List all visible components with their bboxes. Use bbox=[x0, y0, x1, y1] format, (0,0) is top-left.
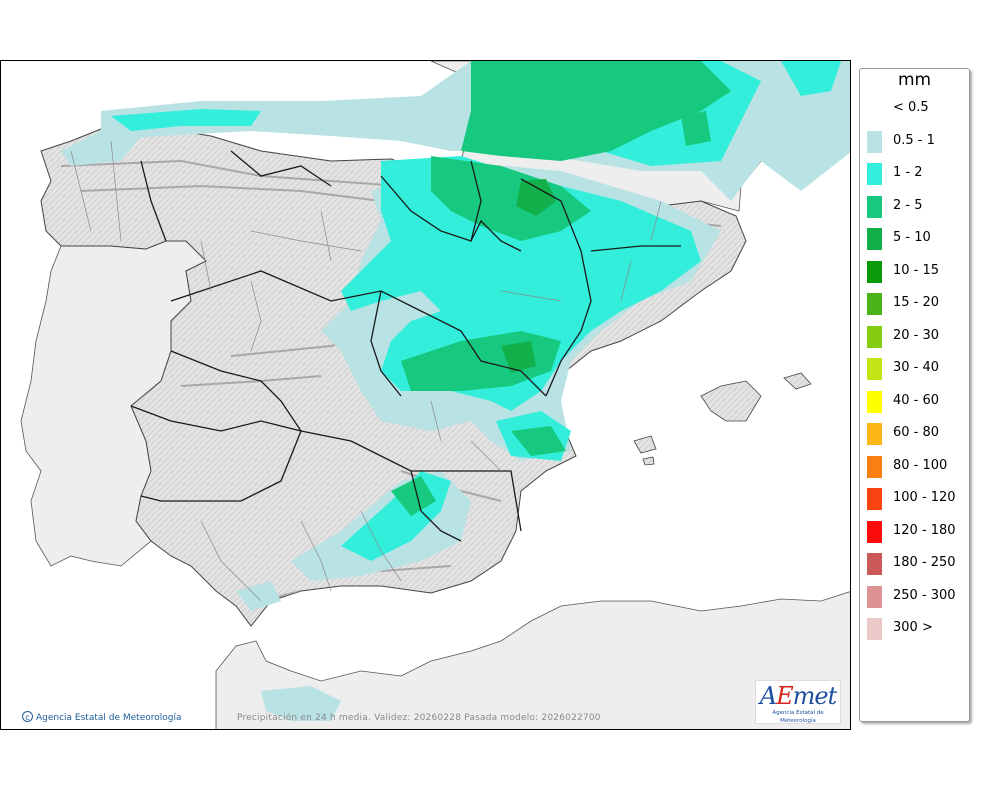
legend-swatch bbox=[867, 618, 882, 640]
legend-swatch bbox=[867, 520, 882, 543]
legend-item: 10 - 15 bbox=[864, 260, 964, 283]
legend-swatch bbox=[867, 488, 882, 510]
legend-item: 5 - 10 bbox=[864, 228, 964, 250]
legend-swatch bbox=[867, 260, 882, 283]
legend-label: 100 - 120 bbox=[893, 490, 956, 505]
legend-swatch bbox=[867, 455, 882, 478]
legend-item: 2 - 5 bbox=[864, 195, 964, 218]
copyright-notice: c Agencia Estatal de Meteorología bbox=[22, 711, 182, 723]
precipitation-map[interactable] bbox=[0, 60, 851, 730]
legend-label: 1 - 2 bbox=[893, 165, 923, 180]
formentera bbox=[642, 456, 655, 466]
legend-item: 60 - 80 bbox=[864, 423, 964, 445]
legend-unit: mm bbox=[897, 70, 932, 90]
legend-swatch bbox=[867, 553, 882, 575]
legend-swatch bbox=[867, 358, 882, 380]
ibiza bbox=[633, 435, 657, 454]
legend-swatch bbox=[867, 98, 882, 120]
legend-swatch bbox=[867, 195, 882, 218]
legend-item: 300 > bbox=[864, 618, 964, 640]
legend-item: 180 - 250 bbox=[864, 553, 964, 575]
legend-label: 80 - 100 bbox=[893, 457, 948, 473]
legend-label: 20 - 30 bbox=[893, 327, 940, 343]
legend-swatch bbox=[867, 130, 882, 153]
legend-label: 40 - 60 bbox=[893, 392, 940, 408]
legend-swatch bbox=[867, 325, 882, 348]
legend-item: 40 - 60 bbox=[864, 390, 964, 413]
legend-item: < 0.5 bbox=[864, 98, 964, 120]
legend-item: 30 - 40 bbox=[864, 358, 964, 380]
legend-label: 5 - 10 bbox=[893, 230, 931, 245]
legend-item: 120 - 180 bbox=[864, 520, 964, 543]
legend-item: 100 - 120 bbox=[864, 488, 964, 510]
legend-swatch bbox=[867, 163, 882, 185]
legend-item: 20 - 30 bbox=[864, 325, 964, 348]
precipitation-legend: mm < 0.5 0.5 - 1 1 - 2 2 - 5 5 - 10 10 - 15 15… bbox=[859, 68, 970, 722]
menorca bbox=[783, 372, 812, 390]
legend-swatch bbox=[867, 423, 882, 445]
legend-label: 2 - 5 bbox=[893, 197, 923, 213]
province-borders bbox=[70, 140, 662, 602]
community-borders bbox=[130, 150, 681, 542]
legend-label: 250 - 300 bbox=[893, 587, 956, 603]
legend-item: 1 - 2 bbox=[864, 163, 964, 185]
aemet-logo-subtitle: Agencia Estatal de Meteorología bbox=[772, 710, 824, 724]
copyright-text: Agencia Estatal de Meteorología bbox=[36, 713, 182, 723]
legend-label: 15 - 20 bbox=[893, 295, 940, 310]
legend-swatch bbox=[867, 293, 882, 315]
aemet-logo: AEmet Agencia Estatal de Meteorología bbox=[755, 680, 841, 724]
legend-item: 80 - 100 bbox=[864, 455, 964, 478]
legend-item: 15 - 20 bbox=[864, 293, 964, 315]
aemet-logo-mark: AEmet bbox=[759, 682, 837, 710]
map-canvas bbox=[20, 61, 850, 729]
legend-item: 250 - 300 bbox=[864, 585, 964, 608]
legend-swatch bbox=[867, 390, 882, 413]
legend-label: 30 - 40 bbox=[893, 360, 940, 375]
legend-label: 0.5 - 1 bbox=[893, 132, 935, 148]
map-caption: Precipitación en 24 h media. Validez: 20… bbox=[237, 713, 601, 723]
copyright-icon: c bbox=[22, 711, 33, 722]
legend-item: 0.5 - 1 bbox=[864, 130, 964, 153]
legend-label: 60 - 80 bbox=[893, 425, 940, 440]
legend-label: < 0.5 bbox=[893, 100, 929, 115]
legend-label: 10 - 15 bbox=[893, 262, 940, 278]
precipitation-layer bbox=[61, 61, 850, 721]
legend-label: 180 - 250 bbox=[893, 555, 956, 570]
legend-label: 300 > bbox=[893, 620, 933, 635]
africa-landmass bbox=[215, 591, 850, 729]
legend-swatch bbox=[867, 228, 882, 250]
legend-swatch bbox=[867, 585, 882, 608]
legend-label: 120 - 180 bbox=[893, 522, 956, 538]
mallorca bbox=[700, 380, 762, 422]
